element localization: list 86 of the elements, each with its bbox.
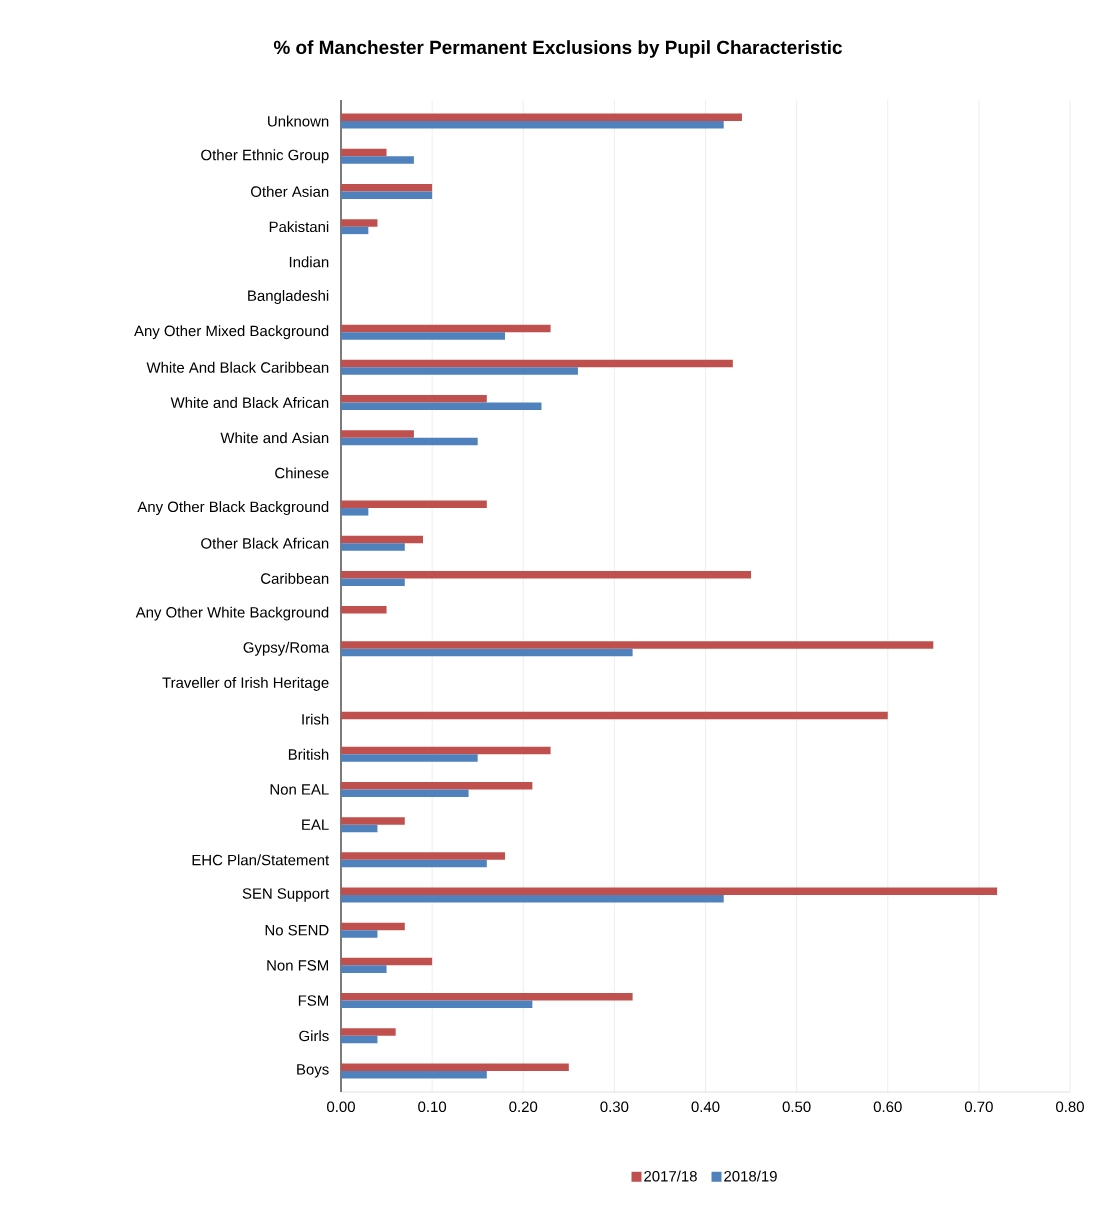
bar <box>341 367 578 375</box>
y-tick-label: Traveller of Irish Heritage <box>162 676 329 691</box>
x-tick-label: 0.70 <box>964 1101 993 1113</box>
x-tick-label: 0.00 <box>327 1101 355 1113</box>
y-tick-label: Non FSM <box>267 960 328 971</box>
bar <box>341 922 405 931</box>
bar <box>341 1035 378 1044</box>
bar <box>341 859 487 868</box>
bar <box>341 1000 533 1009</box>
y-tick-label: British <box>288 748 329 760</box>
y-tick-label: No SEND <box>265 924 329 936</box>
bar <box>341 359 733 368</box>
bar <box>341 781 533 790</box>
x-tick-label: 0.50 <box>782 1101 811 1113</box>
y-tick-label: Other Ethnic Group <box>201 149 329 164</box>
bar <box>341 1063 569 1071</box>
y-tick-label: Indian <box>289 256 329 268</box>
bar <box>341 183 433 192</box>
y-tick-label: Any Other White Background <box>135 606 329 621</box>
bar <box>341 508 369 516</box>
y-tick-label: Any Other Mixed Background <box>134 325 329 340</box>
chart-title: % of Manchester Permanent Exclusions by Pupil Characteristic <box>273 40 842 58</box>
y-tick-label: Other Asian <box>251 185 329 197</box>
bar <box>341 121 724 129</box>
bar <box>341 641 934 649</box>
bar <box>341 156 414 164</box>
bar <box>341 113 742 122</box>
bar <box>341 395 487 403</box>
x-tick-label: 0.30 <box>600 1101 629 1113</box>
y-tick-label: EAL <box>302 819 329 830</box>
bar <box>341 1070 487 1079</box>
bar <box>341 437 478 446</box>
legend-label: 2017/18 <box>644 1170 697 1182</box>
bar <box>341 895 724 903</box>
bar <box>341 402 542 411</box>
x-tick-label: 0.40 <box>691 1101 720 1113</box>
bar <box>341 430 414 438</box>
bar <box>341 1028 396 1036</box>
y-tick-label: Girls <box>299 1030 329 1042</box>
bar <box>341 578 405 586</box>
x-tick-label: 0.20 <box>509 1101 538 1113</box>
bar <box>341 852 506 860</box>
y-tick-label: SEN Support <box>242 888 330 902</box>
y-tick-label: Irish <box>302 713 329 725</box>
bar <box>341 789 469 797</box>
y-tick-label: Chinese <box>275 467 329 479</box>
y-tick-label: Boys <box>297 1064 329 1078</box>
bar <box>341 535 424 544</box>
bar <box>341 957 433 966</box>
bar <box>341 324 551 333</box>
y-tick-label: Bangladeshi <box>248 290 329 304</box>
bar <box>341 648 633 657</box>
y-tick-label: White and Asian <box>220 432 329 444</box>
y-tick-label: White and Black African <box>170 397 329 409</box>
bar <box>341 606 387 614</box>
bar <box>341 332 506 340</box>
bar <box>341 500 487 509</box>
x-tick-label: 0.60 <box>873 1101 902 1113</box>
y-tick-label: Other Black African <box>201 537 329 549</box>
bar <box>341 219 378 227</box>
y-tick-label: Gypsy/Roma <box>243 641 330 656</box>
bar <box>341 148 387 157</box>
y-tick-label: Any Other Black Background <box>137 501 329 516</box>
bar <box>341 191 433 199</box>
bar <box>341 226 369 235</box>
y-tick-label: Unknown <box>268 115 329 127</box>
bar <box>341 570 752 579</box>
x-tick-label: 0.80 <box>1056 1101 1084 1113</box>
bar <box>341 887 998 896</box>
bar <box>341 754 478 762</box>
y-tick-label: White And Black Caribbean <box>146 361 329 373</box>
bar <box>341 746 551 755</box>
bar <box>341 930 378 938</box>
bar <box>341 993 633 1001</box>
bar <box>341 543 405 551</box>
bar <box>341 711 888 720</box>
y-tick-label: EHC Plan/Statement <box>192 854 330 866</box>
y-tick-label: FSM <box>298 995 328 1006</box>
y-tick-label: Pakistani <box>269 221 329 233</box>
bar <box>341 817 405 825</box>
x-tick-label: 0.10 <box>418 1101 447 1113</box>
y-tick-label: Non EAL <box>270 784 329 795</box>
legend-label: 2018/19 <box>724 1170 777 1182</box>
y-tick-label: Caribbean <box>261 572 329 584</box>
bar <box>341 824 378 833</box>
bar <box>341 965 387 973</box>
